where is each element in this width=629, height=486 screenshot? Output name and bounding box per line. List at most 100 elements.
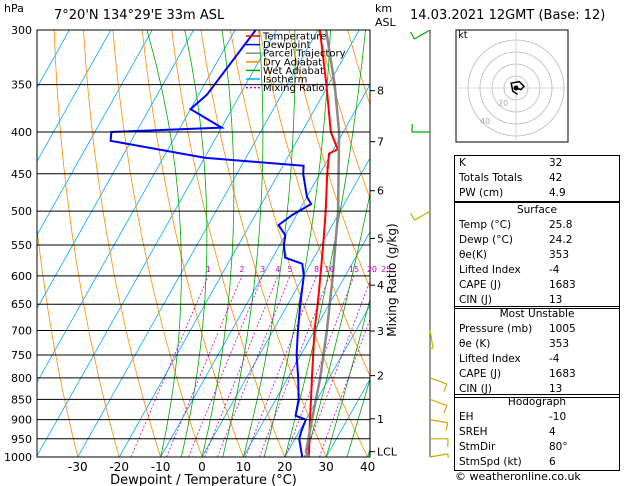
dry-adiabat-line [288, 30, 370, 290]
wind-barb-flag [429, 347, 434, 350]
x-axis-title: Dewpoint / Temperature (°C) [110, 473, 297, 486]
most-unstable-value: 1683 [549, 368, 576, 380]
hodograph-trace [510, 80, 526, 96]
surface-row: Dewp (°C) 24.2 [455, 233, 619, 248]
most-unstable-value: 13 [549, 383, 563, 395]
hodograph-row: StmDir 80° [455, 440, 619, 455]
pressure-tick-label: 950 [11, 433, 32, 446]
credit-text: © weatheronline.co.uk [455, 470, 581, 483]
pressure-tick-label: 600 [11, 270, 32, 283]
pressure-tick-label: 800 [11, 372, 32, 385]
height-tick-label: 5 [377, 232, 384, 245]
hodograph-value: 6 [549, 456, 556, 468]
hodograph-value: 80° [549, 441, 568, 453]
hodograph-label: SREH [459, 426, 488, 438]
pressure-tick-label: 700 [11, 325, 32, 338]
most-unstable-label: Lifted Index [459, 353, 521, 365]
height-tick-label: 8 [377, 85, 384, 98]
surface-label: CAPE (J) [459, 279, 502, 291]
mixing-ratio-label: 4 [275, 265, 280, 274]
dry-adiabat-line [37, 224, 79, 457]
hpa-label: hPa [4, 2, 24, 15]
height-tick-label: 4 [377, 279, 384, 292]
indices-k-value: 32 [549, 157, 563, 169]
datetime-title: 14.03.2021 12GMT (Base: 12) [410, 8, 606, 23]
pressure-tick-label: 300 [11, 24, 32, 37]
mixing-ratio-line [303, 279, 370, 457]
legend-label: Dry Adiabat [263, 57, 322, 68]
wind-barb [429, 419, 449, 431]
surface-label: Temp (°C) [459, 219, 512, 231]
surface-value: 13 [549, 294, 563, 306]
hodograph-storm-marker [513, 85, 519, 91]
indices-tt-value: 42 [549, 172, 563, 184]
most-unstable-value: 353 [549, 338, 570, 350]
wind-barb [429, 330, 434, 350]
height-tick-label: 7 [377, 136, 384, 149]
pressure-tick-label: 1000 [4, 451, 32, 464]
hodograph-ring-label: 40 [480, 117, 490, 126]
legend-label: Wet Adiabat [263, 66, 324, 77]
most-unstable-value: -4 [549, 353, 560, 365]
most-unstable-label: θe (K) [459, 338, 491, 350]
asl-label: ASL [375, 16, 396, 29]
wind-barb [430, 438, 449, 447]
indices-k-label: K [459, 157, 466, 169]
surface-label: Dewp (°C) [459, 234, 513, 246]
wind-barb-staff [414, 210, 431, 221]
most-unstable-row: CIN (J) 13 [455, 382, 619, 397]
hodograph-label: EH [459, 411, 474, 423]
legend-label: Parcel Trajectory [263, 49, 346, 60]
hodograph-value: 4 [549, 426, 556, 438]
most-unstable-table: Most Unstable Pressure (mb) 1005 θe (K) 35… [454, 306, 620, 398]
wind-barb-flag [443, 405, 448, 414]
hodograph-row: SREH 4 [455, 425, 619, 440]
mixing-ratio-label: 15 [349, 265, 359, 274]
pressure-tick-label: 750 [11, 349, 32, 362]
mixing-ratio-label: 2 [239, 265, 244, 274]
isotherm-line [37, 30, 112, 163]
wind-barb-staff [414, 29, 431, 40]
series-line-parcel-trajectory [304, 30, 341, 457]
mixing-ratio-label: 8 [314, 265, 319, 274]
isotherm-line [37, 30, 277, 457]
isotherm-line [160, 83, 370, 457]
wind-barb [429, 398, 448, 414]
surface-row: Lifted Index -4 [455, 263, 619, 278]
wind-barb-staff [429, 453, 448, 458]
wind-barb-flag [410, 31, 415, 40]
wind-barb [410, 210, 431, 221]
temp-tick-label: -20 [109, 460, 129, 474]
pressure-tick-label: 550 [11, 239, 32, 252]
pressure-tick-label: 400 [11, 126, 32, 139]
indices-row: PW (cm) 4.9 [455, 186, 619, 201]
isotherm-line [37, 30, 236, 384]
surface-value: 1683 [549, 279, 576, 291]
mixing-ratio-label: 5 [288, 265, 293, 274]
hodograph-row: StmSpd (kt) 6 [455, 455, 619, 470]
plot-frame [36, 29, 371, 458]
surface-title: Surface [516, 204, 557, 216]
dry-adiabat-line [53, 30, 120, 457]
surface-row: θe(K) 353 [455, 248, 619, 263]
height-tick-label: 3 [377, 325, 384, 338]
indices-pw-value: 4.9 [549, 187, 566, 199]
mixing-ratio-label: 1 [206, 265, 211, 274]
isotherm-line [201, 157, 370, 457]
legend-label: Dewpoint [263, 40, 311, 51]
hodograph-label: StmDir [459, 441, 496, 453]
wind-barb-staff [429, 398, 448, 407]
height-tick-label: 6 [377, 185, 384, 198]
surface-value: 24.2 [549, 234, 573, 246]
surface-value: 353 [549, 249, 570, 261]
pressure-tick-label: 650 [11, 298, 32, 311]
most-unstable-title: Most Unstable [499, 308, 575, 320]
surface-row: CAPE (J) 1683 [455, 278, 619, 293]
hodograph-kt-label: kt [458, 30, 468, 41]
pressure-tick-label: 500 [11, 205, 32, 218]
legend-label: Temperature [262, 32, 326, 43]
mixing-ratio-label: 20 [367, 265, 377, 274]
temp-tick-label: 30 [319, 460, 334, 474]
mixing-ratio-label: 10 [324, 265, 334, 274]
wet-adiabat-line [146, 30, 182, 457]
